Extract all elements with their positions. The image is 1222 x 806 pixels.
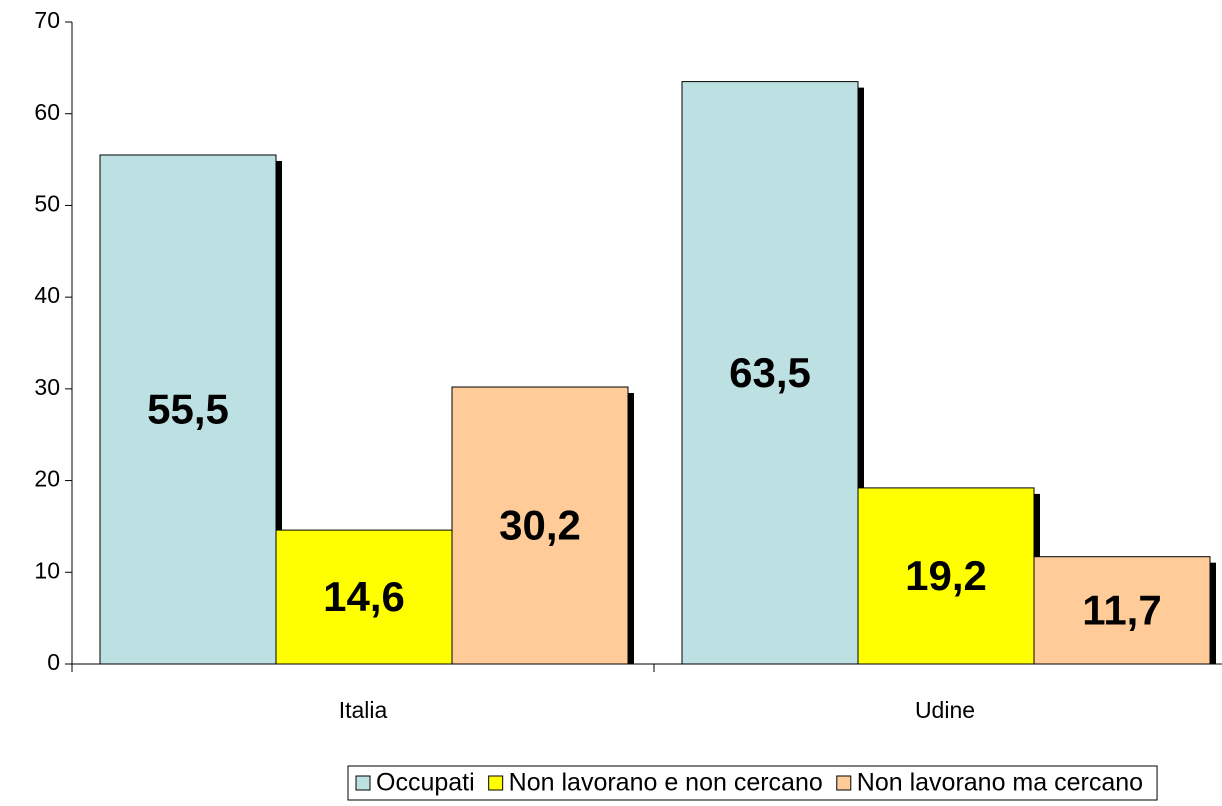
y-tick-label: 70 bbox=[34, 7, 60, 33]
y-tick-label: 0 bbox=[47, 649, 60, 675]
legend bbox=[347, 765, 1158, 801]
data-label: 11,7 bbox=[1082, 586, 1161, 633]
data-label: 19,2 bbox=[905, 552, 987, 599]
y-tick-label: 50 bbox=[34, 191, 60, 217]
bar bbox=[1033, 556, 1211, 665]
legend-swatch bbox=[488, 775, 504, 791]
data-label: 55,5 bbox=[147, 386, 229, 433]
legend-swatch bbox=[355, 775, 371, 791]
data-label: 14,6 bbox=[323, 573, 405, 620]
legend-label: Non lavorano ma cercano bbox=[857, 769, 1143, 797]
data-label: 63,5 bbox=[729, 349, 811, 396]
data-label: 30,2 bbox=[499, 502, 581, 549]
legend-label: Non lavorano e non cercano bbox=[509, 769, 823, 797]
bar bbox=[99, 154, 277, 665]
bar bbox=[275, 529, 453, 665]
y-tick-label: 10 bbox=[34, 557, 60, 583]
x-tick-label: Udine bbox=[915, 697, 975, 723]
y-tick-label: 60 bbox=[34, 99, 60, 125]
x-tick-label: Italia bbox=[339, 697, 388, 723]
legend-label: Occupati bbox=[376, 769, 475, 797]
y-tick-label: 30 bbox=[34, 374, 60, 400]
y-tick-label: 20 bbox=[34, 466, 60, 492]
bar bbox=[451, 386, 629, 665]
bar bbox=[857, 487, 1035, 665]
bar bbox=[681, 81, 859, 665]
y-tick-label: 40 bbox=[34, 282, 60, 308]
legend-swatch bbox=[836, 775, 852, 791]
